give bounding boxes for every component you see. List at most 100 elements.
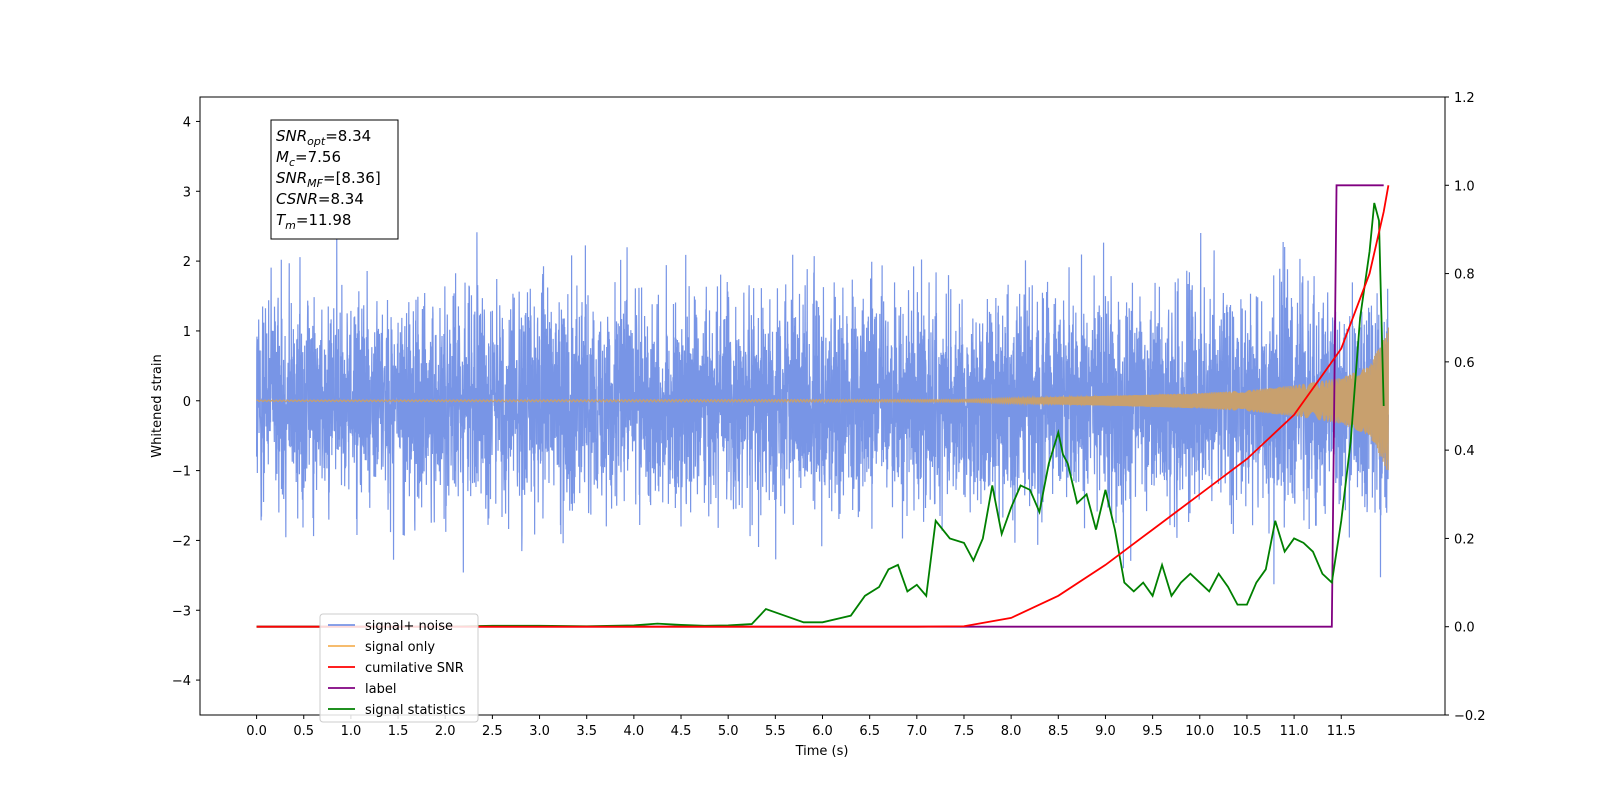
x-tick-label: 8.5: [1048, 724, 1069, 739]
y-tick-label: −2: [172, 534, 191, 549]
x-tick-label: 9.0: [1095, 724, 1116, 739]
x-tick: 2.5: [482, 715, 503, 739]
y-tick-label: 4: [183, 115, 191, 130]
x-tick-label: 7.0: [906, 724, 927, 739]
x-tick: 8.5: [1048, 715, 1069, 739]
x-tick: 10.0: [1185, 715, 1214, 739]
y2-tick-label: 0.6: [1454, 356, 1475, 371]
x-tick: 4.5: [671, 715, 692, 739]
x-tick: 7.0: [906, 715, 927, 739]
series-cumulative-snr: [256, 185, 1390, 628]
y-tick-label: −1: [172, 465, 191, 480]
x-tick-label: 5.5: [765, 724, 786, 739]
x-tick: 0.5: [293, 715, 314, 739]
x-tick-label: 0.0: [246, 724, 267, 739]
legend-item: cumilative SNR: [328, 661, 464, 676]
annotation-line: Mc=7.56: [276, 148, 341, 169]
x-tick-label: 2.5: [482, 724, 503, 739]
y2-tick-label: 1.2: [1454, 91, 1475, 106]
legend-label: signal+ noise: [365, 619, 453, 634]
y2-tick: 1.0: [1445, 179, 1475, 194]
legend-label: label: [365, 682, 396, 697]
y-tick-label: −3: [172, 604, 191, 619]
annotation-subscript: opt: [307, 135, 326, 148]
legend-frame: [319, 613, 479, 723]
series-signal-noise: [255, 232, 1390, 585]
x-tick-label: 10.0: [1185, 724, 1214, 739]
x-tick: 3.5: [576, 715, 597, 739]
y-tick: −2: [172, 534, 200, 549]
annotation-subscript: c: [289, 156, 295, 169]
y2-tick: 0.6: [1445, 356, 1475, 371]
y2-axis-ticks: 1.2 1.0 0.8 0.6 0.4 0.2 0.0 −0.2: [1445, 91, 1486, 724]
y-tick-label: 2: [183, 255, 191, 270]
annotation-subscript: m: [285, 219, 296, 232]
x-axis-ticks: 0.0 0.5 1.0 1.5 2.0 2.5 3.0 3.5 4.0 4.5 5.0 5.5 6.0 6…: [246, 715, 1356, 739]
y-tick-label: −4: [172, 674, 191, 689]
y2-tick-label: 1.0: [1454, 179, 1475, 194]
annotation-line: Tm=11.98: [276, 211, 351, 232]
annotation-line: SNRMF=[8.36]: [276, 169, 381, 190]
y2-tick: 0.4: [1445, 444, 1475, 459]
x-tick: 4.0: [624, 715, 645, 739]
annotation-value: =11.98: [296, 211, 352, 229]
x-tick-label: 8.0: [1001, 724, 1022, 739]
y-tick-label: 3: [183, 185, 191, 200]
plot-data-layer: [255, 184, 1390, 628]
annotation-symbol: CSNR: [276, 190, 318, 208]
y-tick: −4: [172, 674, 200, 689]
x-tick: 9.5: [1142, 715, 1163, 739]
x-tick: 5.5: [765, 715, 786, 739]
x-tick: 5.0: [718, 715, 739, 739]
y-tick: 0: [183, 395, 200, 410]
y-axis-ticks: 4 3 2 1 0 −1 −2 −3 −4: [172, 115, 200, 689]
annotation-value: =[8.36]: [323, 169, 381, 187]
annotation-line: CSNR=8.34: [276, 190, 364, 208]
annotation-box: SNRopt=8.34Mc=7.56SNRMF=[8.36]CSNR=8.34T…: [270, 119, 399, 240]
y-tick-label: 0: [183, 395, 191, 410]
x-tick-label: 11.5: [1327, 724, 1356, 739]
annotation-subscript: MF: [307, 177, 323, 190]
x-tick-label: 1.0: [341, 724, 362, 739]
x-tick-label: 11.0: [1280, 724, 1309, 739]
x-tick-label: 2.0: [435, 724, 456, 739]
annotation-symbol: M: [276, 148, 289, 166]
legend-item: signal+ noise: [328, 619, 453, 634]
y2-tick-label: 0.4: [1454, 444, 1475, 459]
annotation-frame: [270, 119, 399, 240]
x-tick-label: 4.0: [624, 724, 645, 739]
x-tick-label: 10.5: [1232, 724, 1261, 739]
x-tick: 6.0: [812, 715, 833, 739]
x-tick: 3.0: [529, 715, 550, 739]
y-tick-label: 1: [183, 325, 191, 340]
y-tick: 3: [183, 185, 200, 200]
annotation-symbol: SNR: [276, 169, 307, 187]
y2-tick: −0.2: [1445, 709, 1486, 724]
x-tick: 7.5: [954, 715, 975, 739]
legend-item: signal statistics: [328, 703, 466, 718]
x-tick-label: 1.5: [388, 724, 409, 739]
y2-tick-label: 0.8: [1454, 268, 1475, 283]
annotation-symbol: SNR: [276, 127, 307, 145]
y2-tick-label: −0.2: [1454, 709, 1486, 724]
annotation-symbol: T: [276, 211, 287, 229]
x-tick: 9.0: [1095, 715, 1116, 739]
x-tick: 0.0: [246, 715, 267, 739]
legend-label: cumilative SNR: [365, 661, 464, 676]
y2-tick: 0.8: [1445, 268, 1475, 283]
series-signal-only: [256, 327, 1390, 471]
x-tick: 8.0: [1001, 715, 1022, 739]
x-axis-label: Time (s): [795, 744, 849, 759]
y-tick: −3: [172, 604, 200, 619]
legend-label: signal statistics: [365, 703, 466, 718]
y2-tick-label: 0.2: [1454, 532, 1475, 547]
legend: signal+ noise signal only cumilative SNR la…: [319, 613, 479, 723]
x-tick-label: 7.5: [954, 724, 975, 739]
x-tick-label: 0.5: [293, 724, 314, 739]
x-tick-label: 4.5: [671, 724, 692, 739]
y2-tick: 0.0: [1445, 621, 1475, 636]
y-tick: 1: [183, 325, 200, 340]
x-tick: 11.5: [1327, 715, 1356, 739]
y-tick: 4: [183, 115, 200, 130]
